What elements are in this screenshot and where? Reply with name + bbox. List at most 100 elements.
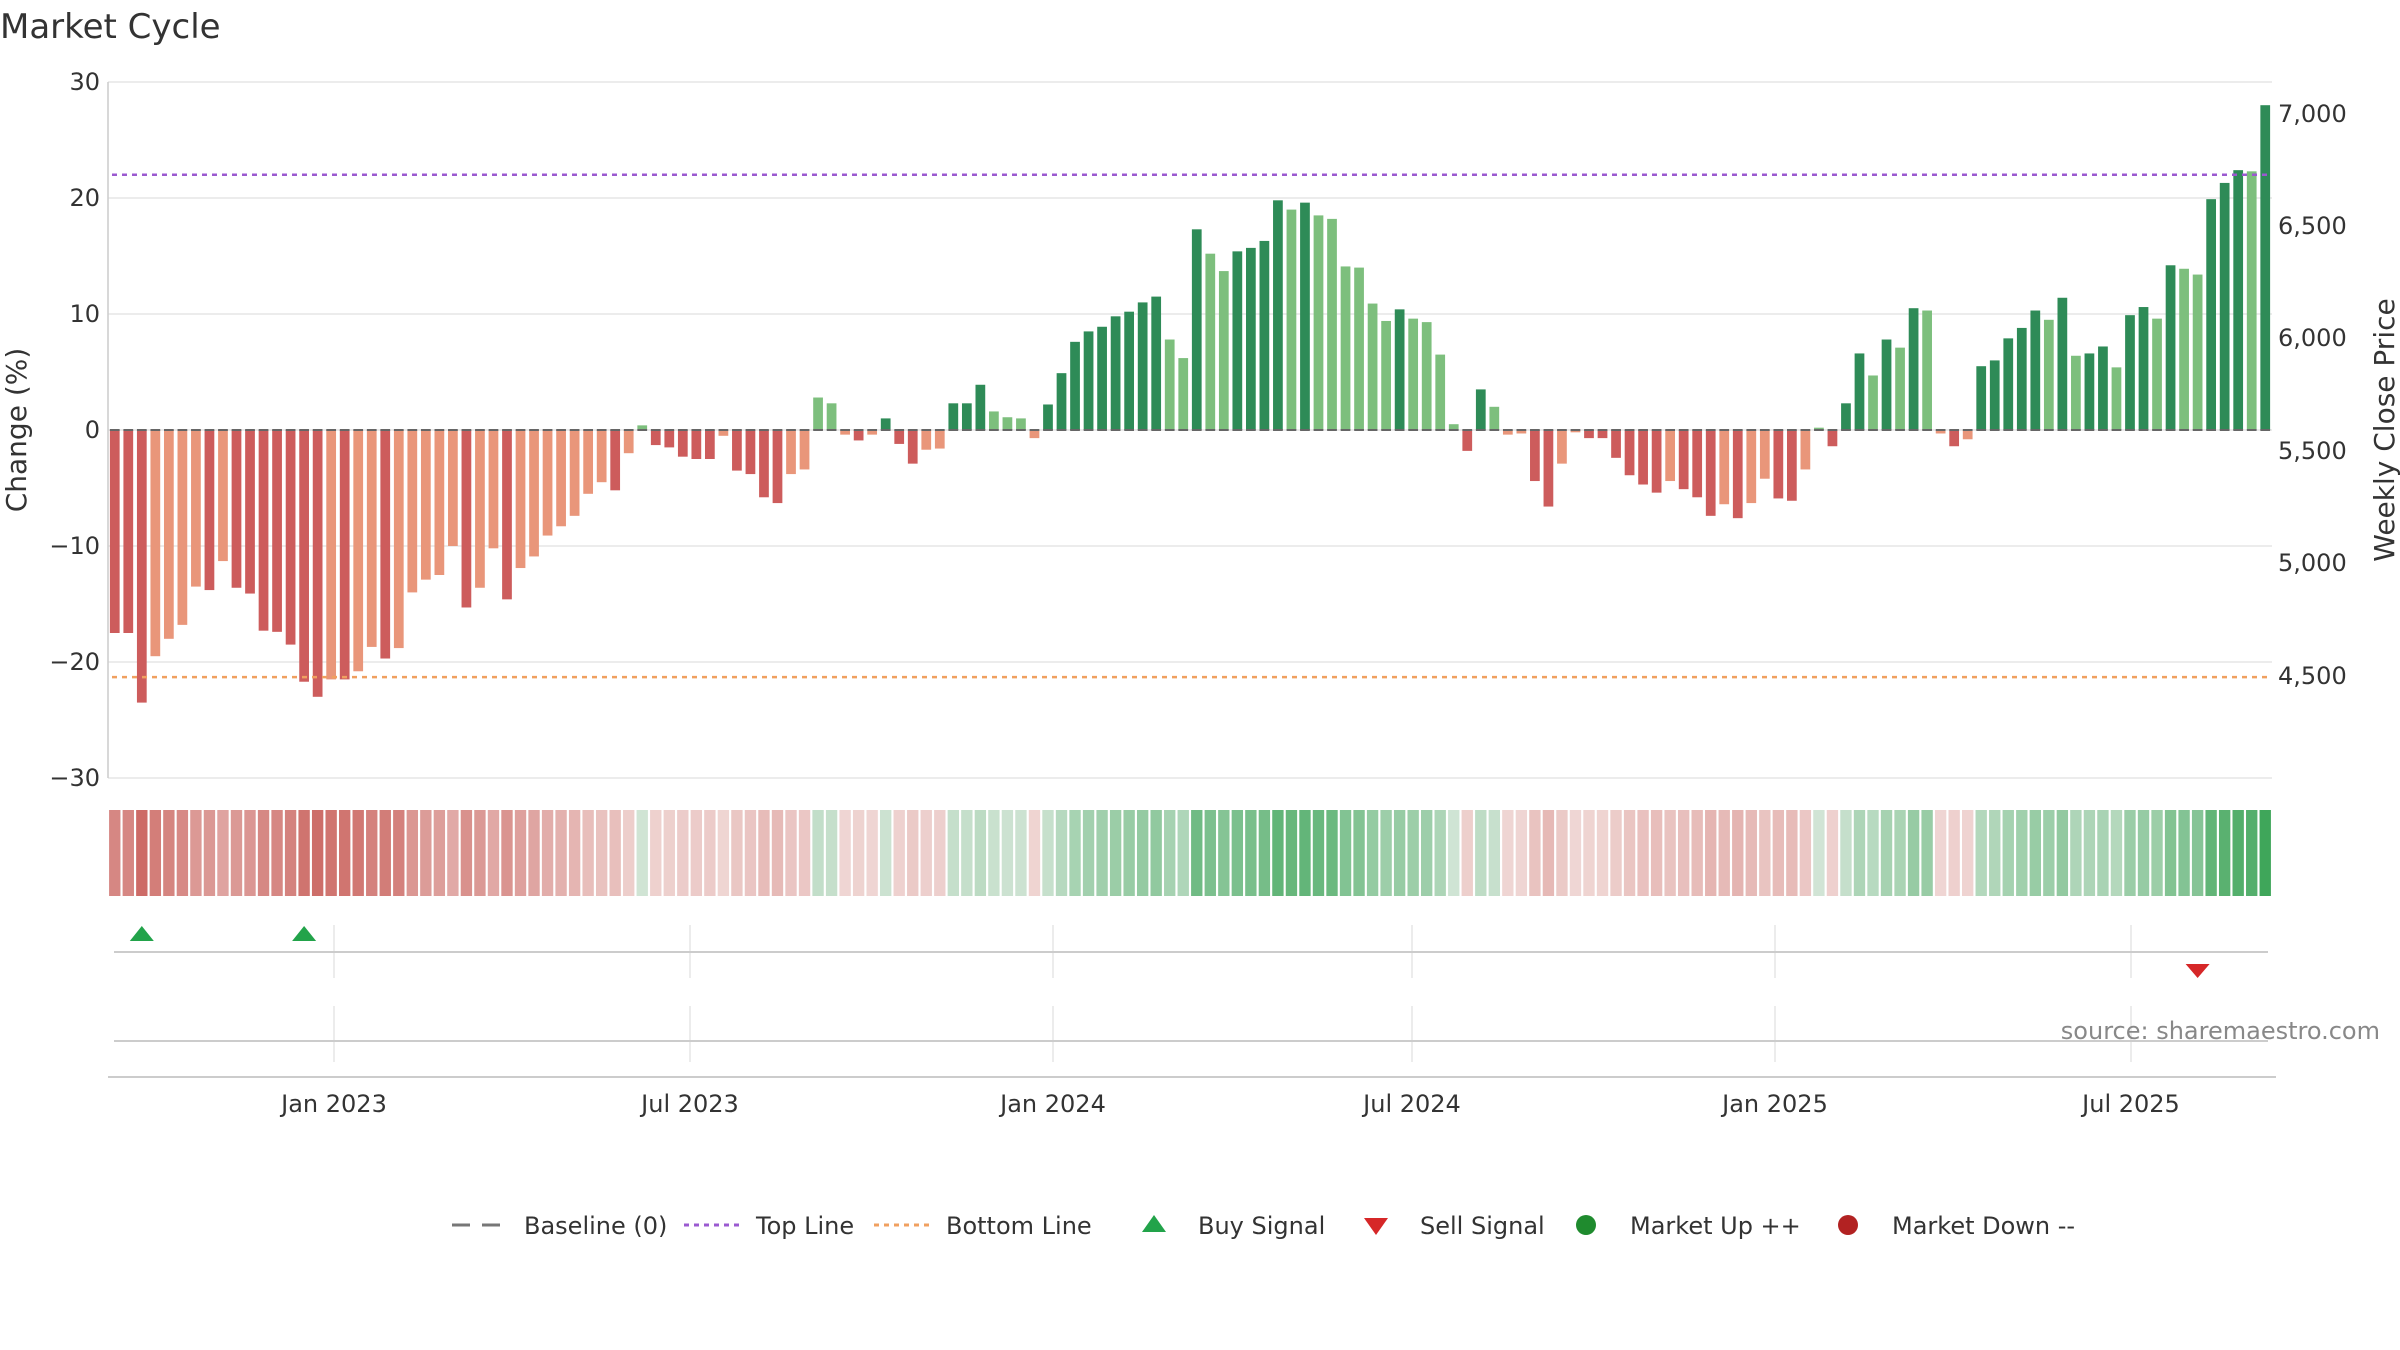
bar: [2125, 315, 2135, 430]
bar: [1773, 430, 1784, 499]
bar: [1300, 202, 1310, 430]
heat-cell: [1380, 810, 1392, 896]
heat-cell: [1853, 810, 1866, 896]
heat-cell: [1664, 810, 1676, 896]
bar: [732, 430, 742, 471]
bar: [1205, 253, 1216, 430]
heat-cell: [528, 810, 540, 896]
bar: [245, 430, 255, 594]
bar: [1949, 430, 1960, 447]
bar: [258, 430, 269, 631]
bar: [1286, 209, 1297, 430]
heat-cell: [109, 810, 121, 896]
bar: [2098, 346, 2108, 430]
bar: [1732, 430, 1743, 519]
heat-cell: [2070, 810, 2082, 896]
heat-cell: [568, 810, 581, 896]
y2-tick-label: 6,500: [2278, 212, 2347, 240]
bar: [1245, 247, 1256, 430]
bar: [1340, 266, 1351, 430]
bar: [2043, 319, 2054, 430]
buy-signal-marker: [129, 926, 154, 941]
bar: [1394, 309, 1405, 430]
heat-cell: [1759, 810, 1771, 896]
bar: [1462, 430, 1473, 451]
x-tick-label: Jul 2024: [1361, 1090, 1461, 1118]
bar: [339, 430, 350, 680]
heat-cell: [1150, 810, 1162, 896]
heat-cell: [1001, 810, 1014, 896]
heat-cell: [1272, 810, 1284, 896]
heat-cell: [1556, 810, 1568, 896]
bar: [1530, 430, 1540, 482]
legend-label: Market Down --: [1892, 1212, 2075, 1240]
heat-cell: [1542, 810, 1555, 896]
bar: [610, 430, 621, 491]
bar: [1935, 430, 1946, 434]
heat-cell: [474, 810, 486, 896]
heat-cell: [2259, 810, 2271, 896]
heat-cell: [1610, 810, 1622, 896]
bar: [1381, 320, 1391, 430]
heat-cell: [339, 810, 351, 896]
bar: [1584, 430, 1594, 439]
legend-item: Bottom Line: [874, 1212, 1092, 1240]
bar: [1475, 389, 1486, 430]
bar: [1218, 271, 1229, 430]
heat-cell: [1705, 810, 1717, 896]
heat-strip: [109, 810, 2271, 896]
y-tick-label: 20: [69, 184, 100, 212]
bar: [2233, 170, 2244, 430]
heat-cell: [149, 810, 162, 896]
y2-tick-label: 7,000: [2278, 100, 2347, 128]
heat-cell: [271, 810, 283, 896]
heat-cell: [1637, 810, 1649, 896]
heat-cell: [893, 810, 905, 896]
bar: [502, 430, 512, 600]
heat-cell: [1082, 810, 1095, 896]
bar: [1273, 200, 1283, 430]
bar: [2246, 171, 2257, 430]
heat-cell: [163, 810, 175, 896]
y-tick-label: −30: [49, 764, 100, 792]
bar: [596, 430, 607, 483]
bar: [1178, 358, 1189, 430]
bar: [448, 430, 458, 546]
heat-cell: [1650, 810, 1663, 896]
bar: [1070, 341, 1080, 430]
bar: [123, 430, 134, 633]
heat-cell: [1840, 810, 1852, 896]
bar: [136, 430, 147, 703]
heat-cell: [1028, 810, 1041, 896]
heat-cell: [1042, 810, 1054, 896]
bar: [542, 430, 553, 536]
y2-tick-label: 5,000: [2278, 549, 2347, 577]
heat-cell: [284, 810, 297, 896]
buy-signal-marker: [292, 926, 317, 941]
legend-item: Market Down --: [1838, 1212, 2075, 1240]
heat-cell: [2029, 810, 2041, 896]
heat-cell: [1015, 810, 1027, 896]
heat-cell: [690, 810, 703, 896]
bar: [637, 425, 648, 430]
bar: [1367, 303, 1378, 430]
heat-cell: [1691, 810, 1703, 896]
bar: [1759, 430, 1770, 479]
bar: [1489, 406, 1500, 430]
heat-cell: [203, 810, 216, 896]
heat-cell: [393, 810, 405, 896]
bar: [1083, 331, 1094, 430]
heat-cell: [190, 810, 202, 896]
heat-cell: [2016, 810, 2028, 896]
heat-cell: [122, 810, 134, 896]
bar: [1002, 417, 1013, 430]
bar: [312, 430, 323, 697]
bar: [989, 411, 999, 430]
heat-cell: [311, 810, 324, 896]
bar: [1854, 353, 1865, 430]
bar: [569, 430, 580, 516]
bar: [2003, 338, 2014, 430]
heat-cell: [366, 810, 378, 896]
heat-cell: [1894, 810, 1906, 896]
bar: [826, 403, 837, 430]
